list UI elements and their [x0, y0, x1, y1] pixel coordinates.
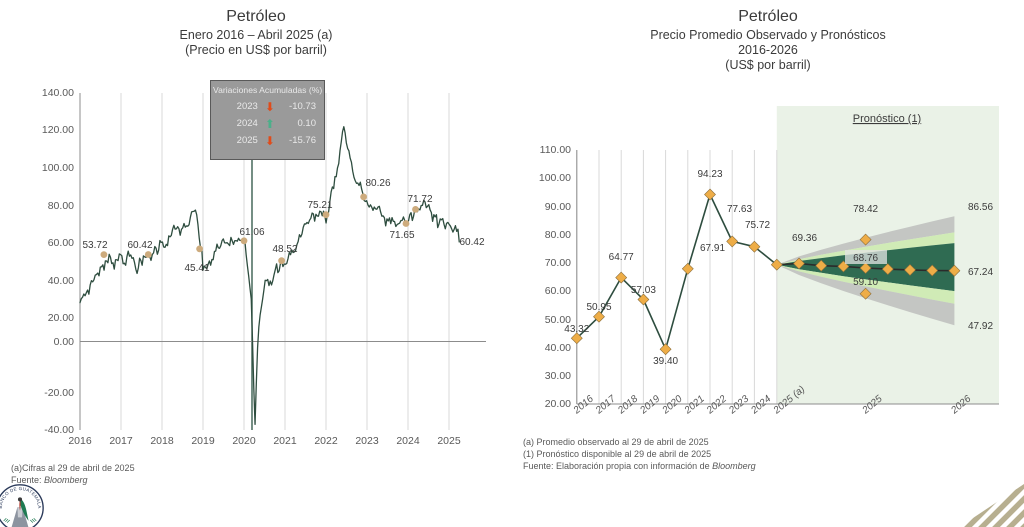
- svg-text:59.10: 59.10: [853, 277, 878, 288]
- svg-text:2017: 2017: [593, 393, 618, 417]
- svg-text:57.03: 57.03: [631, 285, 656, 296]
- svg-text:2020: 2020: [232, 435, 256, 447]
- svg-text:20.00: 20.00: [48, 312, 74, 324]
- svg-text:94.23: 94.23: [697, 169, 722, 180]
- svg-text:75.21: 75.21: [307, 200, 332, 211]
- svg-text:0.00: 0.00: [54, 336, 75, 348]
- svg-text:71.65: 71.65: [389, 230, 414, 241]
- svg-text:40.00: 40.00: [48, 275, 74, 287]
- svg-text:60.42: 60.42: [127, 240, 152, 251]
- svg-text:110.00: 110.00: [540, 144, 571, 156]
- svg-text:-20.00: -20.00: [44, 387, 74, 399]
- svg-text:53.72: 53.72: [82, 240, 107, 251]
- svg-text:2024: 2024: [396, 435, 420, 447]
- svg-text:47.92: 47.92: [968, 321, 993, 332]
- svg-text:2022: 2022: [704, 393, 729, 417]
- svg-text:2023: 2023: [726, 393, 751, 417]
- svg-text:2021: 2021: [682, 394, 707, 417]
- svg-text:70.00: 70.00: [545, 257, 571, 269]
- svg-text:69.36: 69.36: [792, 233, 817, 244]
- svg-text:2025: 2025: [437, 435, 461, 447]
- svg-text:77.63: 77.63: [727, 204, 752, 215]
- svg-text:2018: 2018: [615, 393, 640, 417]
- svg-text:75.72: 75.72: [745, 220, 770, 231]
- svg-text:90.00: 90.00: [545, 201, 571, 213]
- svg-text:2016: 2016: [571, 393, 596, 417]
- svg-text:20.00: 20.00: [545, 398, 571, 410]
- svg-text:2019: 2019: [637, 393, 662, 417]
- svg-text:2021: 2021: [273, 435, 297, 447]
- svg-text:100.00: 100.00: [539, 172, 571, 184]
- svg-text:100.00: 100.00: [42, 162, 74, 174]
- svg-text:2020: 2020: [660, 393, 685, 417]
- svg-text:120.00: 120.00: [42, 124, 74, 136]
- svg-text:40.00: 40.00: [545, 342, 571, 354]
- svg-text:67.24: 67.24: [968, 267, 993, 278]
- svg-text:86.56: 86.56: [968, 202, 993, 213]
- svg-text:71.72: 71.72: [407, 194, 432, 205]
- svg-text:64.77: 64.77: [609, 252, 634, 263]
- svg-text:2022: 2022: [314, 435, 338, 447]
- svg-text:39.40: 39.40: [653, 356, 678, 367]
- svg-text:2018: 2018: [150, 435, 174, 447]
- svg-text:50.95: 50.95: [586, 302, 611, 313]
- svg-text:2024: 2024: [748, 393, 773, 417]
- svg-text:60.42: 60.42: [459, 237, 484, 248]
- svg-text:78.42: 78.42: [853, 204, 878, 215]
- svg-text:2016: 2016: [68, 435, 92, 447]
- svg-text:43.32: 43.32: [564, 324, 589, 335]
- svg-text:Pronóstico (1): Pronóstico (1): [853, 113, 921, 125]
- svg-text:30.00: 30.00: [545, 370, 571, 382]
- svg-text:80.26: 80.26: [365, 178, 390, 189]
- svg-text:2017: 2017: [109, 435, 133, 447]
- svg-text:2019: 2019: [191, 435, 215, 447]
- svg-text:80.00: 80.00: [48, 200, 74, 212]
- svg-text:61.06: 61.06: [239, 227, 264, 238]
- svg-text:80.00: 80.00: [545, 229, 571, 241]
- svg-text:67.91: 67.91: [700, 243, 725, 254]
- svg-text:45.41: 45.41: [184, 263, 209, 274]
- svg-text:68.76: 68.76: [853, 253, 878, 264]
- svg-text:60.00: 60.00: [48, 237, 74, 249]
- svg-text:2023: 2023: [355, 435, 379, 447]
- svg-text:140.00: 140.00: [42, 87, 74, 99]
- svg-text:48.52: 48.52: [272, 244, 297, 255]
- svg-text:60.00: 60.00: [545, 285, 571, 297]
